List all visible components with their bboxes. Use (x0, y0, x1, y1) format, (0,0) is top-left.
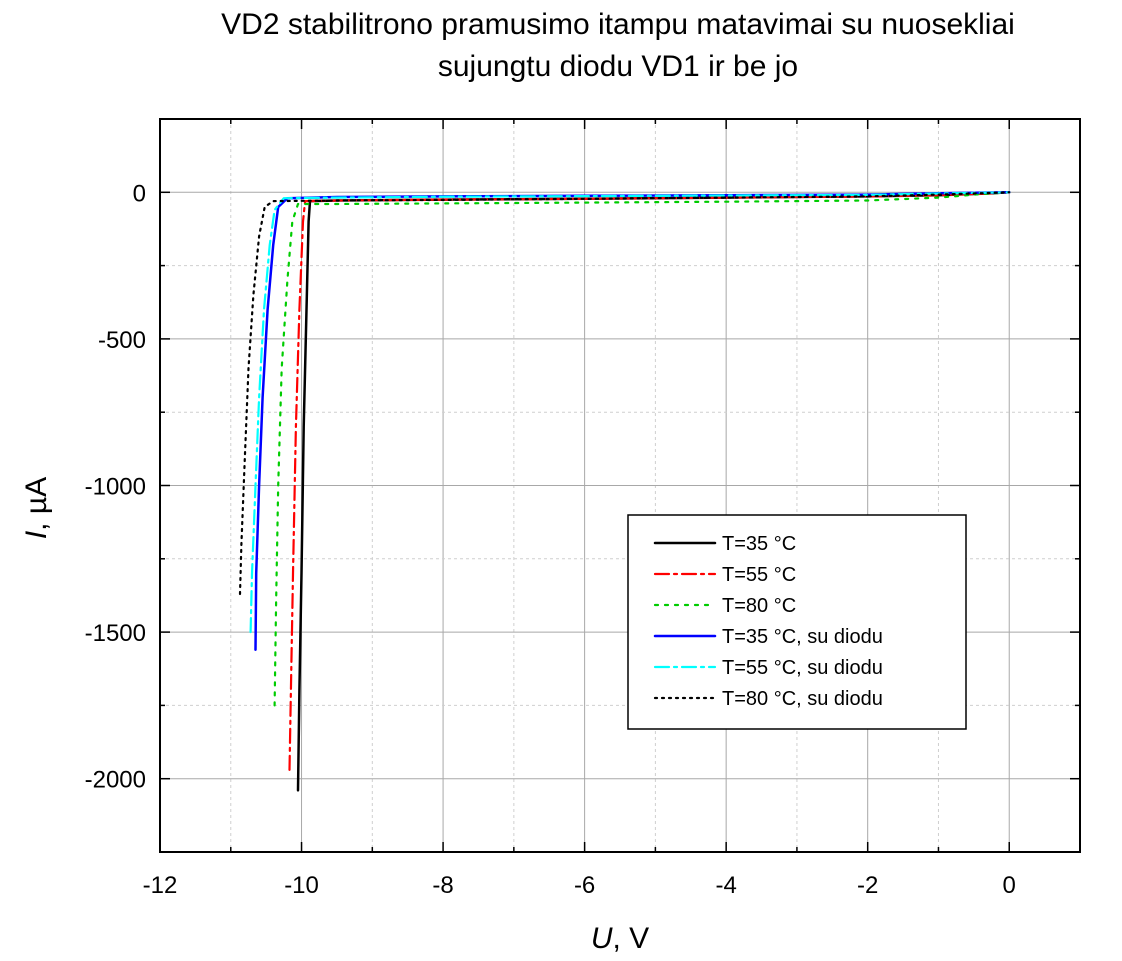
x-tick-label: -8 (432, 872, 453, 899)
x-tick-label: -10 (284, 872, 319, 899)
x-tick-label: -6 (574, 872, 595, 899)
axis-ticks: -12 -10 -8 -6 -4 -2 0 0 -500 -1000 -1500 -2000 (85, 118, 1081, 899)
legend-label-3: T=80 °C (722, 595, 796, 617)
y-tick-label: -500 (98, 327, 146, 354)
chart-title-line-2: sujungtu diodu VD1 ir be jo (438, 50, 798, 83)
chart-title-line-1: VD2 stabilitrono pramusimo itampu matavi… (221, 8, 1015, 41)
grid-lines (160, 119, 1080, 852)
legend-label-1: T=35 °C (722, 533, 796, 555)
x-tick-label: -2 (857, 872, 878, 899)
legend-label-6: T=80 °C, su diodu (722, 688, 883, 710)
series-line-5 (249, 191, 1011, 634)
series-line-6 (238, 191, 1011, 596)
legend-label-4: T=35 °C, su diodu (722, 626, 883, 648)
series-layer (238, 191, 1011, 792)
y-axis-symbol: I (20, 531, 53, 539)
legend-label-2: T=55 °C (722, 564, 796, 586)
x-axis-unit: , V (612, 922, 649, 955)
x-tick-label: 0 (1003, 872, 1016, 899)
x-axis-label: U, V (591, 922, 649, 955)
y-tick-label: -1000 (85, 474, 146, 501)
y-axis-label: I, µA (20, 477, 53, 539)
series-line-3 (273, 191, 1011, 707)
x-tick-label: -12 (143, 872, 178, 899)
y-tick-label: 0 (133, 180, 146, 207)
y-tick-label: -1500 (85, 620, 146, 647)
y-tick-label: -2000 (85, 767, 146, 794)
y-axis-unit: , µA (20, 477, 53, 531)
legend-box (627, 514, 967, 730)
legend-label-5: T=55 °C, su diodu (722, 657, 883, 679)
x-tick-label: -4 (715, 872, 736, 899)
legend: T=35 °C T=55 °C T=80 °C T=35 °C, su diodu T=… (627, 514, 967, 730)
x-axis-symbol: U (591, 922, 613, 955)
